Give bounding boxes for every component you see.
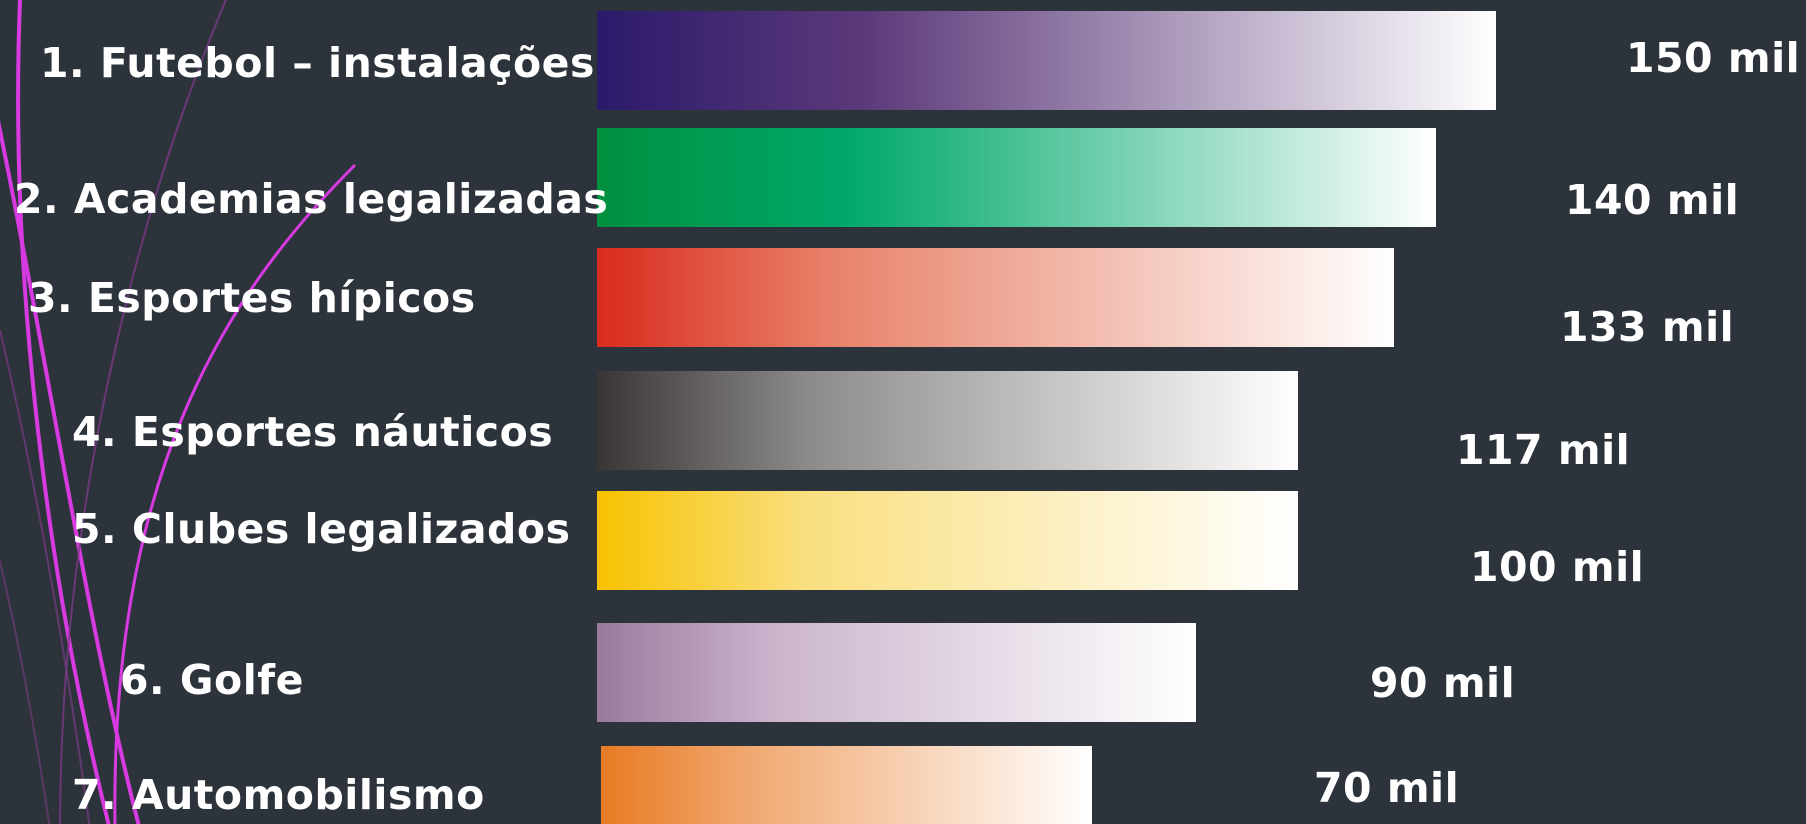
- category-label: 6. Golfe: [120, 656, 304, 704]
- decorative-curve: [0, 329, 91, 824]
- decorative-curve: [113, 163, 357, 824]
- category-label: 1. Futebol – instalações: [40, 39, 595, 87]
- category-label: 4. Esportes náuticos: [72, 408, 554, 456]
- value-label: 100 mil: [1470, 543, 1645, 591]
- category-label: 3. Esportes hípicos: [28, 274, 476, 322]
- bar: [597, 248, 1394, 347]
- bar: [597, 128, 1436, 227]
- bar: [597, 623, 1196, 722]
- decorative-curve: [0, 557, 51, 824]
- value-label: 133 mil: [1560, 303, 1735, 351]
- value-label: 70 mil: [1314, 764, 1460, 812]
- category-label: 7. Automobilismo: [72, 771, 485, 819]
- bar: [597, 11, 1496, 110]
- value-label: 90 mil: [1370, 659, 1516, 707]
- bar: [597, 491, 1298, 590]
- bar: [597, 371, 1298, 470]
- category-label: 5. Clubes legalizados: [72, 505, 571, 553]
- value-label: 140 mil: [1565, 176, 1740, 224]
- bar: [601, 746, 1092, 824]
- value-label: 117 mil: [1456, 426, 1631, 474]
- value-label: 150 mil: [1626, 34, 1801, 82]
- category-label: 2. Academias legalizadas: [14, 175, 609, 223]
